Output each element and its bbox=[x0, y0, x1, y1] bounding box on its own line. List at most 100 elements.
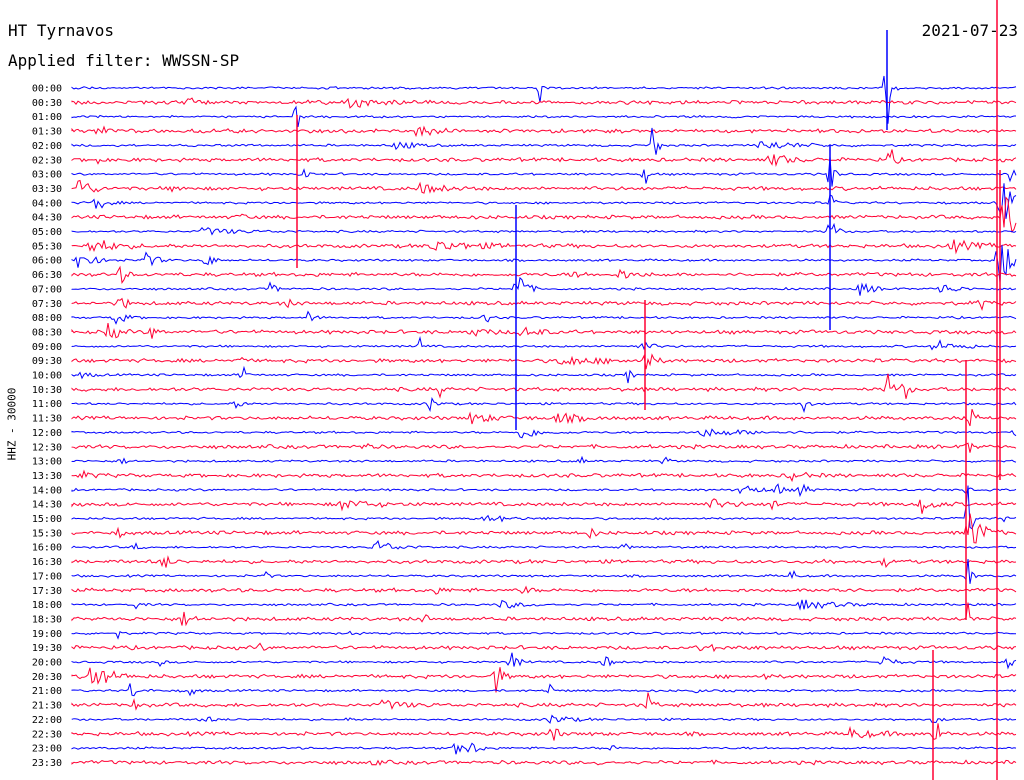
time-tick-label: 04:30 bbox=[32, 213, 62, 224]
seismic-trace-1100 bbox=[71, 397, 1017, 413]
time-tick-label: 04:00 bbox=[32, 198, 62, 209]
seismic-trace-0530 bbox=[71, 239, 1017, 255]
time-tick-label: 11:00 bbox=[32, 399, 62, 410]
time-tick-label: 20:30 bbox=[32, 672, 62, 683]
seismic-trace-1730 bbox=[71, 585, 1017, 595]
time-tick-label: 06:00 bbox=[32, 256, 62, 267]
seismic-trace-0600 bbox=[71, 245, 1017, 283]
time-tick-label: 20:00 bbox=[32, 658, 62, 669]
seismic-traces bbox=[71, 75, 1017, 766]
seismic-trace-1700 bbox=[71, 558, 1017, 584]
seismic-trace-0230 bbox=[71, 149, 1017, 168]
seismic-trace-2300 bbox=[71, 742, 1017, 755]
time-tick-label: 22:00 bbox=[32, 715, 62, 726]
seismic-trace-1300 bbox=[71, 455, 1017, 465]
time-tick-label: 16:00 bbox=[32, 543, 62, 554]
seismic-trace-1830 bbox=[71, 602, 1017, 627]
time-tick-label: 00:00 bbox=[32, 84, 62, 95]
seismic-trace-1230 bbox=[71, 442, 1017, 453]
time-tick-label: 14:30 bbox=[32, 500, 62, 511]
time-tick-label: 07:00 bbox=[32, 284, 62, 295]
time-tick-label: 09:30 bbox=[32, 356, 62, 367]
time-tick-label: 12:00 bbox=[32, 428, 62, 439]
time-tick-label: 02:00 bbox=[32, 141, 62, 152]
time-tick-label: 05:00 bbox=[32, 227, 62, 238]
time-tick-label: 05:30 bbox=[32, 241, 62, 252]
time-tick-label: 10:30 bbox=[32, 385, 62, 396]
time-tick-label: 11:30 bbox=[32, 414, 62, 425]
seismic-trace-0300 bbox=[71, 156, 1017, 187]
date-label: 2021-07-23 bbox=[921, 21, 1018, 40]
filter-label: Applied filter: WWSSN-SP bbox=[8, 51, 240, 70]
seismic-trace-0630 bbox=[71, 265, 1017, 284]
seismic-trace-0430 bbox=[71, 196, 1017, 233]
seismic-trace-0400 bbox=[71, 183, 1017, 219]
seismic-trace-1400 bbox=[71, 483, 1017, 498]
seismic-trace-0500 bbox=[71, 222, 1017, 236]
seismic-trace-0030 bbox=[71, 97, 1017, 109]
time-tick-label: 13:00 bbox=[32, 457, 62, 468]
time-tick-label: 08:00 bbox=[32, 313, 62, 324]
time-tick-label: 00:30 bbox=[32, 98, 62, 109]
time-tick-label: 21:00 bbox=[32, 686, 62, 697]
seismic-trace-1000 bbox=[71, 365, 1017, 384]
seismic-trace-1130 bbox=[71, 409, 1017, 427]
seismic-trace-1900 bbox=[71, 630, 1016, 640]
time-tick-label: 07:30 bbox=[32, 299, 62, 310]
seismic-trace-0000 bbox=[71, 75, 1017, 124]
seismic-trace-0130 bbox=[71, 125, 1017, 138]
seismic-trace-1930 bbox=[71, 642, 1017, 653]
seismic-trace-1030 bbox=[71, 373, 1017, 399]
time-tick-label: 18:30 bbox=[32, 614, 62, 625]
time-tick-label: 08:30 bbox=[32, 327, 62, 338]
seismic-trace-0900 bbox=[71, 336, 1017, 351]
seismic-trace-2200 bbox=[71, 714, 1017, 724]
seismic-trace-2130 bbox=[71, 692, 1017, 711]
time-tick-label: 09:00 bbox=[32, 342, 62, 353]
time-tick-label: 03:30 bbox=[32, 184, 62, 195]
seismic-trace-1200 bbox=[71, 428, 1017, 439]
station-title: HT Tyrnavos bbox=[8, 21, 114, 40]
time-tick-label: 02:30 bbox=[32, 155, 62, 166]
time-tick-label: 16:30 bbox=[32, 557, 62, 568]
time-tick-label: 01:00 bbox=[32, 112, 62, 123]
seismic-trace-2230 bbox=[71, 723, 1017, 741]
seismic-trace-0700 bbox=[71, 276, 1017, 296]
seismic-trace-2030 bbox=[71, 667, 1017, 693]
time-tick-label: 23:30 bbox=[32, 758, 62, 769]
seismic-trace-0100 bbox=[71, 105, 1016, 127]
time-tick-label: 15:30 bbox=[32, 528, 62, 539]
seismic-trace-0200 bbox=[71, 127, 1017, 155]
time-tick-label: 22:30 bbox=[32, 729, 62, 740]
time-tick-label: 12:30 bbox=[32, 442, 62, 453]
time-tick-label: 15:00 bbox=[32, 514, 62, 525]
time-tick-label: 13:30 bbox=[32, 471, 62, 482]
time-tick-label: 06:30 bbox=[32, 270, 62, 281]
seismic-trace-0830 bbox=[71, 323, 1017, 339]
time-tick-label: 19:00 bbox=[32, 629, 62, 640]
time-tick-label: 21:30 bbox=[32, 701, 62, 712]
seismic-trace-2330 bbox=[71, 759, 1017, 766]
seismic-trace-0330 bbox=[71, 179, 1017, 194]
long-spikes bbox=[296, 0, 1001, 780]
time-tick-labels: 00:00 00:30 01:00 01:30 02:00 02:30 03:00 03:30… bbox=[32, 84, 62, 769]
seismic-trace-1330 bbox=[71, 469, 1017, 483]
time-tick-label: 18:00 bbox=[32, 600, 62, 611]
time-tick-label: 14:00 bbox=[32, 485, 62, 496]
time-tick-label: 01:30 bbox=[32, 127, 62, 138]
seismic-trace-1600 bbox=[71, 540, 1017, 550]
seismic-trace-2000 bbox=[71, 652, 1017, 670]
seismic-trace-1800 bbox=[71, 599, 1017, 611]
time-tick-label: 10:00 bbox=[32, 371, 62, 382]
seismic-trace-1430 bbox=[71, 498, 1017, 514]
seismic-trace-0930 bbox=[71, 353, 1017, 370]
seismic-trace-1630 bbox=[71, 555, 1017, 569]
time-tick-label: 23:00 bbox=[32, 744, 62, 755]
seismic-trace-2100 bbox=[71, 683, 1017, 697]
seismic-trace-0730 bbox=[71, 297, 1017, 312]
time-tick-label: 03:00 bbox=[32, 170, 62, 181]
seismic-trace-1530 bbox=[71, 513, 1017, 544]
time-tick-label: 17:30 bbox=[32, 586, 62, 597]
seismic-trace-0800 bbox=[71, 310, 1017, 325]
